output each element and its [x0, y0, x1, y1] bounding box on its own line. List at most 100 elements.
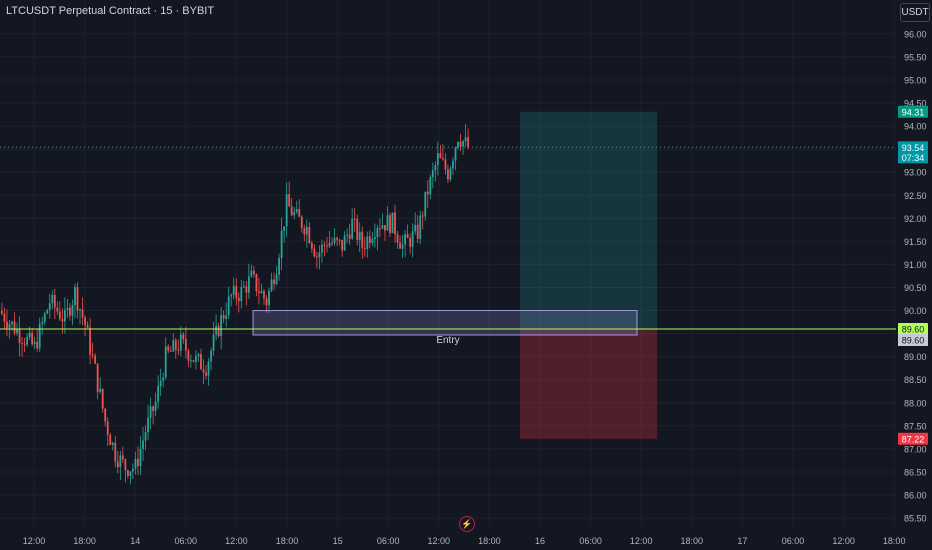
candle[interactable]: [273, 272, 275, 291]
candle[interactable]: [406, 224, 409, 239]
candle[interactable]: [318, 245, 321, 270]
candle[interactable]: [341, 239, 343, 257]
candle[interactable]: [434, 161, 437, 182]
candle[interactable]: [127, 469, 129, 479]
candle[interactable]: [38, 317, 41, 352]
candle[interactable]: [144, 425, 147, 451]
candle[interactable]: [275, 266, 278, 286]
candle[interactable]: [94, 353, 97, 365]
candle[interactable]: [31, 328, 34, 347]
candle[interactable]: [129, 471, 132, 485]
candle[interactable]: [195, 349, 197, 370]
candle[interactable]: [414, 212, 417, 235]
candle[interactable]: [426, 180, 429, 209]
candle[interactable]: [3, 307, 6, 329]
candle[interactable]: [48, 293, 51, 319]
candle[interactable]: [162, 372, 165, 388]
candle[interactable]: [197, 352, 200, 362]
candle[interactable]: [464, 124, 467, 147]
currency-button[interactable]: USDT: [900, 3, 930, 22]
candle[interactable]: [363, 236, 366, 257]
price-axis[interactable]: 96.0095.5095.0094.5094.0093.5093.0092.50…: [898, 29, 928, 524]
candle[interactable]: [79, 308, 81, 325]
candle[interactable]: [26, 333, 28, 348]
candle[interactable]: [177, 339, 180, 355]
candle[interactable]: [316, 252, 318, 269]
candle[interactable]: [200, 348, 202, 370]
candle[interactable]: [323, 241, 326, 257]
candle[interactable]: [457, 141, 459, 151]
candle[interactable]: [366, 231, 369, 258]
candle[interactable]: [421, 211, 424, 230]
candle[interactable]: [202, 359, 205, 385]
candle[interactable]: [308, 221, 311, 245]
candle[interactable]: [386, 206, 389, 231]
candle[interactable]: [310, 240, 313, 254]
candle[interactable]: [270, 272, 273, 292]
candle[interactable]: [43, 311, 46, 326]
candle[interactable]: [331, 237, 333, 247]
candle[interactable]: [179, 326, 182, 357]
candle[interactable]: [447, 164, 449, 183]
candle[interactable]: [69, 303, 71, 321]
candle[interactable]: [76, 282, 79, 319]
candle[interactable]: [353, 207, 356, 232]
candle[interactable]: [205, 365, 207, 380]
candle[interactable]: [290, 197, 293, 217]
candle[interactable]: [247, 263, 250, 299]
candle[interactable]: [18, 316, 21, 357]
candle[interactable]: [53, 288, 56, 320]
candle[interactable]: [260, 283, 263, 294]
candle[interactable]: [192, 359, 195, 363]
candle[interactable]: [74, 283, 76, 319]
candle[interactable]: [1, 302, 3, 316]
candle[interactable]: [351, 208, 354, 240]
entry-zone-box[interactable]: [252, 310, 638, 336]
candle[interactable]: [288, 181, 291, 207]
candle[interactable]: [232, 277, 235, 300]
candle[interactable]: [6, 309, 8, 337]
candle[interactable]: [346, 228, 349, 244]
candle[interactable]: [111, 441, 114, 451]
candle[interactable]: [431, 162, 434, 189]
overlays[interactable]: Entry: [0, 146, 896, 346]
candle[interactable]: [368, 230, 371, 249]
candle[interactable]: [454, 146, 457, 171]
candle[interactable]: [303, 224, 306, 242]
candle[interactable]: [258, 277, 260, 305]
candle[interactable]: [215, 314, 217, 341]
candle[interactable]: [51, 290, 54, 310]
candle[interactable]: [64, 297, 66, 334]
candle[interactable]: [436, 141, 439, 176]
candle[interactable]: [305, 219, 308, 248]
candle[interactable]: [356, 214, 359, 246]
candle[interactable]: [154, 392, 157, 417]
candle[interactable]: [459, 133, 462, 152]
candle[interactable]: [91, 342, 94, 359]
candle[interactable]: [237, 292, 240, 313]
candle[interactable]: [265, 294, 268, 313]
candle[interactable]: [328, 230, 331, 248]
candle[interactable]: [394, 204, 396, 243]
candle[interactable]: [280, 217, 283, 271]
candle[interactable]: [343, 231, 346, 251]
candle[interactable]: [71, 299, 74, 326]
candle[interactable]: [381, 213, 384, 230]
candle[interactable]: [396, 230, 399, 249]
candle[interactable]: [376, 224, 379, 251]
candle[interactable]: [283, 226, 286, 243]
candle[interactable]: [313, 244, 316, 258]
candles[interactable]: [1, 124, 469, 485]
candle[interactable]: [348, 223, 351, 245]
candle[interactable]: [132, 463, 134, 479]
candle[interactable]: [210, 347, 212, 371]
candle[interactable]: [167, 344, 170, 354]
candle[interactable]: [263, 289, 265, 305]
candle[interactable]: [429, 174, 432, 200]
candle[interactable]: [225, 302, 228, 328]
candle[interactable]: [116, 451, 119, 474]
candle[interactable]: [411, 223, 414, 258]
candle[interactable]: [336, 236, 338, 246]
candle[interactable]: [371, 231, 374, 247]
